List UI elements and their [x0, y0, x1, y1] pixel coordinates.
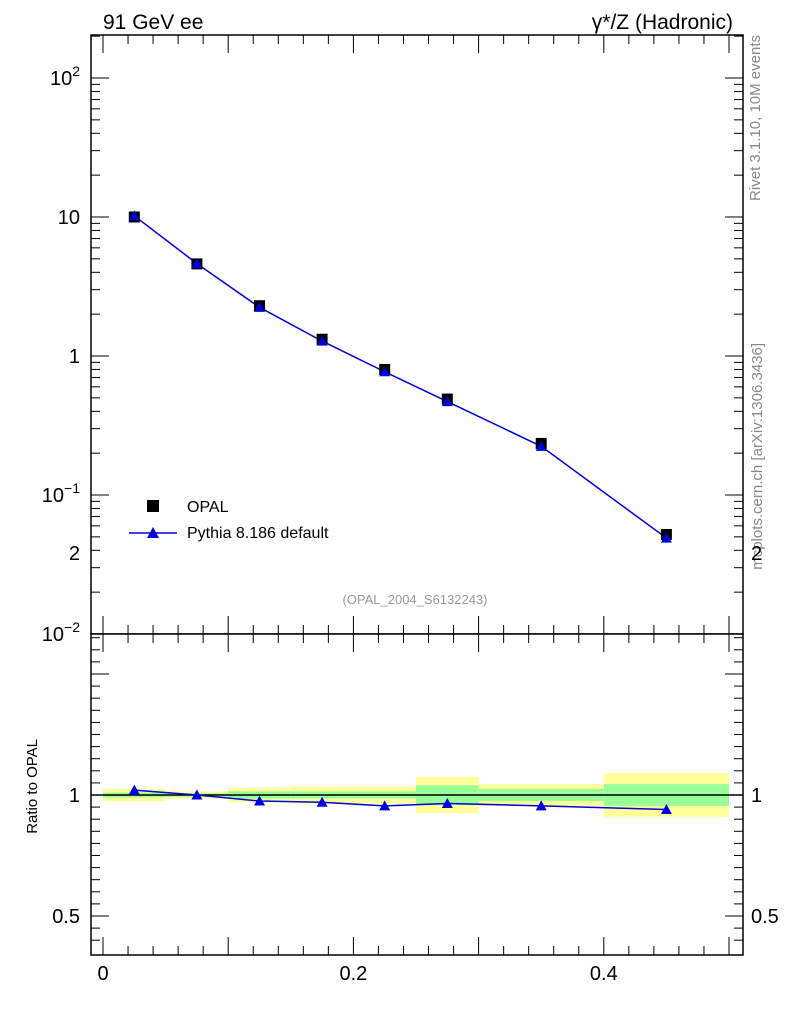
- mc-point: [660, 532, 672, 543]
- ratio-ylabel: Ratio to OPAL: [24, 739, 41, 834]
- main-ytick-label: 102: [50, 63, 80, 90]
- ratio-point: [660, 804, 672, 815]
- ratio-xtick-label: 0: [97, 963, 108, 985]
- mc-point: [191, 258, 203, 269]
- ratio-point: [316, 796, 328, 807]
- ratio-point: [254, 795, 265, 806]
- mc-line: [133, 215, 667, 539]
- main-ytick-label: 10−1: [42, 480, 80, 507]
- ratio-marks: [128, 784, 672, 815]
- main-ytick-label: 10: [58, 207, 80, 229]
- ratio-point: [379, 800, 391, 811]
- ratio-ticks: [91, 634, 743, 955]
- legend-data-marker: [147, 500, 159, 512]
- ratio-xtick-label: 0.4: [590, 963, 618, 985]
- mc-point: [535, 440, 547, 451]
- main-tick-labels: 10−2 10−1 1 10 102: [42, 63, 80, 646]
- ratio-point: [535, 800, 547, 811]
- legend: OPAL Pythia 8.186 default: [129, 499, 329, 542]
- main-ticks: [91, 35, 743, 635]
- ratio-ytick-label-right: 0.5: [751, 906, 779, 928]
- ratio-ytick-label-left: 0.5: [52, 906, 80, 928]
- ratio-ytick-label-left: 1: [69, 785, 80, 807]
- main-plot-area: [91, 35, 743, 634]
- mc-point: [254, 301, 265, 312]
- ratio-point: [128, 784, 140, 795]
- legend-data-label: OPAL: [187, 499, 229, 516]
- main-ytick-label: 1: [69, 346, 80, 368]
- main-marks: [128, 210, 672, 543]
- legend-mc-label: Pythia 8.186 default: [187, 525, 329, 542]
- mc-point: [379, 366, 391, 377]
- mc-point: [316, 335, 328, 346]
- mc-point: [128, 210, 140, 221]
- ratio-tick-labels: 0.5 0.5 1 1 2 2 0 0.2 0.4: [52, 543, 779, 985]
- ratio-xtick-label: 0.2: [339, 963, 367, 985]
- left-title: 91 GeV ee: [103, 11, 203, 34]
- mc-point: [441, 396, 453, 407]
- ratio-ytick-label-right: 2: [751, 543, 762, 565]
- ratio-point: [441, 797, 453, 808]
- legend-mc-marker: [147, 527, 159, 538]
- analysis-label: (OPAL_2004_S6132243): [342, 592, 487, 607]
- side-text-bottom: mcplots.cern.ch [arXiv:1306.3436]: [749, 343, 766, 570]
- ratio-ytick-label-left: 2: [69, 543, 80, 565]
- ratio-point: [191, 789, 203, 800]
- ratio-ytick-label-right: 1: [751, 785, 762, 807]
- ratio-plot: 0.5 0.5 1 1 2 2 0 0.2 0.4: [52, 543, 779, 985]
- main-ytick-label: 10−2: [42, 619, 80, 646]
- ratio-plot-frame: [90, 633, 744, 956]
- side-text-top: Rivet 3.1.10, 10M events: [747, 35, 764, 201]
- main-plot: 10−2 10−1 1 10 102 OPAL Pythia 8.186 default…: [42, 34, 744, 646]
- ratio-line: [134, 789, 667, 811]
- right-title: γ*/Z (Hadronic): [592, 11, 733, 34]
